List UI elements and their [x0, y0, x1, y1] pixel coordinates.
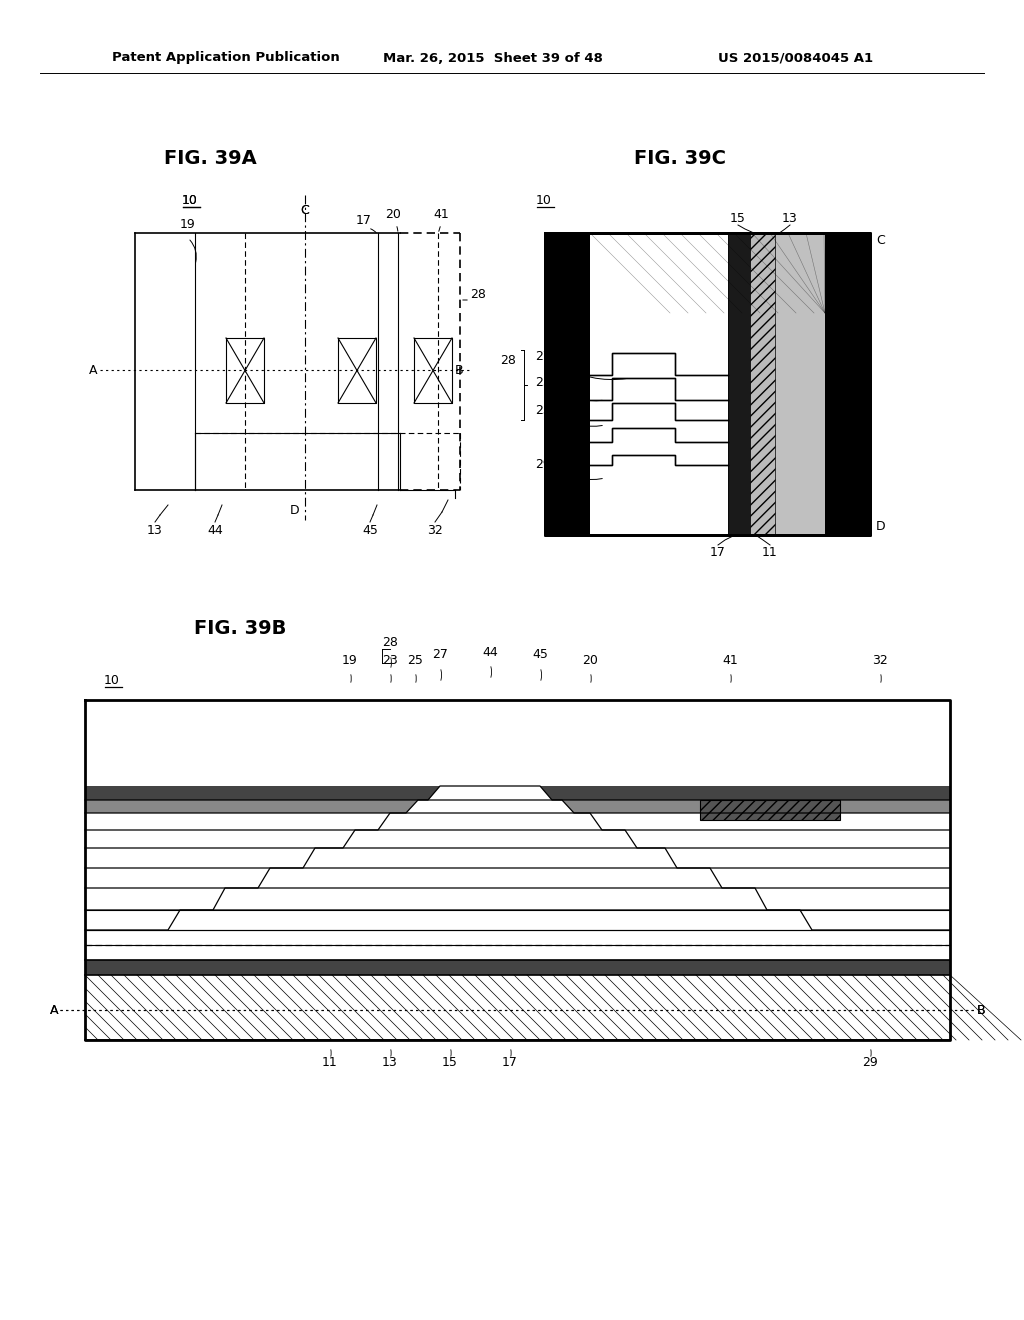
Text: 19: 19 — [342, 653, 357, 667]
Text: 15: 15 — [442, 1056, 458, 1068]
Polygon shape — [85, 785, 950, 800]
Bar — [825, 234, 870, 535]
Bar — [825, 234, 870, 535]
Text: 45: 45 — [532, 648, 548, 661]
Polygon shape — [85, 800, 950, 813]
Text: 32: 32 — [872, 653, 888, 667]
Text: B: B — [455, 363, 464, 376]
Bar — [85, 700, 950, 1040]
Text: 20: 20 — [385, 209, 401, 222]
Text: D: D — [876, 520, 886, 533]
Text: C: C — [301, 203, 309, 216]
Bar — [700, 800, 840, 820]
Bar — [728, 234, 750, 535]
Bar — [590, 442, 612, 465]
Text: A: A — [49, 1003, 58, 1016]
Text: 20: 20 — [582, 653, 598, 667]
Polygon shape — [85, 830, 950, 847]
Text: B: B — [977, 1003, 986, 1016]
Text: 13: 13 — [147, 524, 163, 536]
Bar — [612, 428, 675, 455]
Polygon shape — [85, 869, 950, 888]
Text: A: A — [88, 363, 97, 376]
Text: FIG. 39A: FIG. 39A — [164, 149, 256, 168]
Text: 19: 19 — [180, 219, 196, 231]
Text: FIG. 39B: FIG. 39B — [194, 619, 286, 638]
Bar — [545, 234, 590, 535]
Text: 44: 44 — [482, 645, 498, 659]
Text: 10: 10 — [536, 194, 552, 206]
Text: US 2015/0084045 A1: US 2015/0084045 A1 — [718, 51, 873, 65]
Text: 13: 13 — [782, 211, 798, 224]
Bar — [85, 945, 950, 960]
Text: 10: 10 — [182, 194, 198, 206]
Bar — [750, 234, 775, 535]
Text: FIG. 39C: FIG. 39C — [634, 149, 726, 168]
Bar — [85, 960, 950, 975]
Text: 27: 27 — [535, 350, 551, 363]
Bar — [85, 975, 950, 1040]
Text: 41: 41 — [433, 209, 449, 222]
Bar — [590, 234, 728, 535]
Text: A: A — [49, 1003, 58, 1016]
Text: C: C — [876, 234, 885, 247]
Text: 29: 29 — [862, 1056, 878, 1068]
Text: Patent Application Publication: Patent Application Publication — [112, 51, 340, 65]
Text: 23: 23 — [382, 653, 398, 667]
Bar — [775, 234, 825, 535]
Bar — [590, 400, 612, 420]
Text: 10: 10 — [182, 194, 198, 206]
Polygon shape — [85, 813, 950, 830]
Text: 45: 45 — [362, 524, 378, 536]
Text: 32: 32 — [427, 524, 442, 536]
Text: 44: 44 — [207, 524, 223, 536]
Text: 27: 27 — [432, 648, 447, 661]
Bar — [545, 234, 590, 535]
Text: 15: 15 — [730, 211, 745, 224]
Bar — [775, 234, 825, 535]
Polygon shape — [85, 888, 950, 909]
Text: 11: 11 — [762, 546, 778, 560]
Bar — [675, 442, 728, 465]
Text: 25: 25 — [535, 376, 551, 389]
Text: 29: 29 — [535, 458, 551, 470]
Text: 17: 17 — [710, 546, 726, 560]
Text: 23: 23 — [535, 404, 551, 417]
Text: 28: 28 — [470, 289, 485, 301]
Bar — [85, 931, 950, 945]
Text: 13: 13 — [382, 1056, 398, 1068]
Polygon shape — [85, 847, 950, 869]
Text: 25: 25 — [408, 653, 423, 667]
Bar — [590, 234, 825, 535]
Polygon shape — [85, 909, 950, 931]
Text: 28: 28 — [382, 636, 398, 649]
Bar — [728, 234, 750, 535]
Text: 41: 41 — [722, 653, 738, 667]
Text: D: D — [290, 503, 300, 516]
Bar — [750, 234, 775, 535]
Text: 10: 10 — [104, 673, 120, 686]
Text: C: C — [301, 203, 309, 216]
Text: 17: 17 — [502, 1056, 518, 1068]
Text: Mar. 26, 2015  Sheet 39 of 48: Mar. 26, 2015 Sheet 39 of 48 — [383, 51, 603, 65]
Text: B: B — [977, 1003, 986, 1016]
Text: 28: 28 — [500, 354, 516, 367]
Bar — [612, 378, 675, 403]
Text: 11: 11 — [323, 1056, 338, 1068]
Bar — [675, 400, 728, 420]
Text: 17: 17 — [356, 214, 372, 227]
